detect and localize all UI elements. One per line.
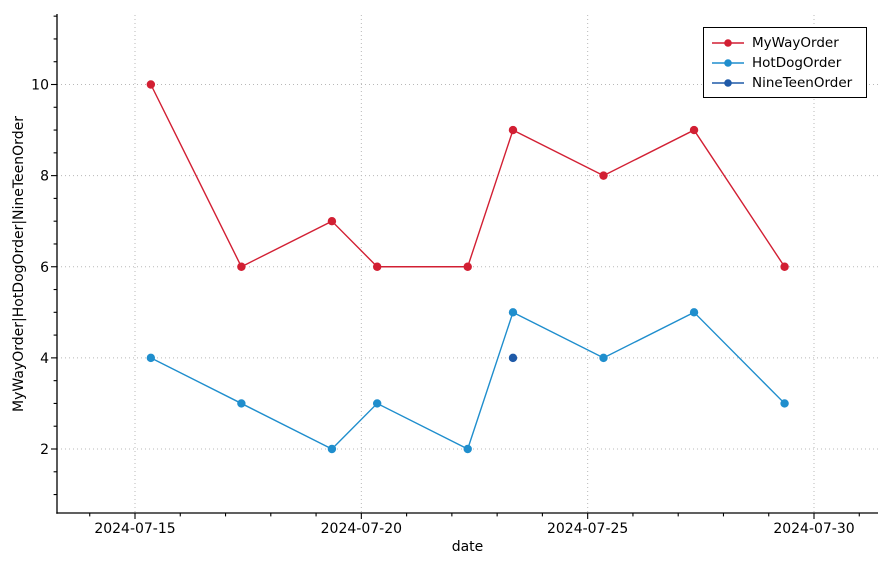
y-tick-label: 4 (40, 351, 49, 367)
series-line-HotDogOrder (150, 311, 786, 450)
data-point-MyWayOrder (689, 125, 699, 135)
legend: MyWayOrder HotDogOrder NineTeenOrder (703, 27, 867, 98)
data-point-MyWayOrder (327, 216, 337, 226)
legend-label: NineTeenOrder (752, 74, 853, 91)
data-point-MyWayOrder (237, 262, 246, 271)
data-point-NineTeenOrder (508, 353, 518, 363)
legend-entry-HotDogOrder: HotDogOrder (711, 53, 858, 72)
data-point-MyWayOrder (372, 262, 382, 271)
legend-entry-NineTeenOrder: NineTeenOrder (711, 73, 858, 92)
legend-marker-icon (712, 58, 744, 67)
data-point-MyWayOrder (780, 262, 789, 271)
legend-label: MyWayOrder (752, 34, 839, 51)
x-axis-label: date (451, 539, 484, 555)
data-point-MyWayOrder (463, 262, 472, 271)
y-tick-label: 10 (31, 78, 49, 94)
data-point-HotDogOrder (508, 308, 518, 317)
y-tick-label: 6 (40, 260, 49, 276)
x-tick-label: 2024-07-20 (321, 521, 402, 537)
data-point-HotDogOrder (599, 353, 608, 363)
data-point-HotDogOrder (146, 353, 156, 363)
legend-marker-icon (712, 38, 744, 47)
data-point-HotDogOrder (689, 308, 699, 317)
data-point-MyWayOrder (146, 80, 156, 89)
legend-label: HotDogOrder (752, 54, 842, 71)
data-point-HotDogOrder (372, 399, 382, 408)
data-point-HotDogOrder (327, 444, 337, 454)
data-point-MyWayOrder (599, 171, 608, 180)
x-tick-label: 2024-07-25 (547, 521, 628, 537)
y-tick-label: 2 (40, 442, 49, 458)
legend-entry-MyWayOrder: MyWayOrder (711, 33, 858, 52)
legend-marker-icon (712, 78, 744, 87)
data-point-HotDogOrder (463, 444, 472, 454)
y-axis-label: MyWayOrder|HotDogOrder|NineTeenOrder (11, 116, 27, 412)
x-tick-label: 2024-07-30 (773, 521, 854, 537)
data-point-MyWayOrder (508, 125, 518, 135)
data-point-HotDogOrder (237, 399, 246, 408)
data-point-HotDogOrder (780, 399, 789, 408)
x-tick-label: 2024-07-15 (94, 521, 175, 537)
y-tick-label: 8 (40, 169, 49, 185)
